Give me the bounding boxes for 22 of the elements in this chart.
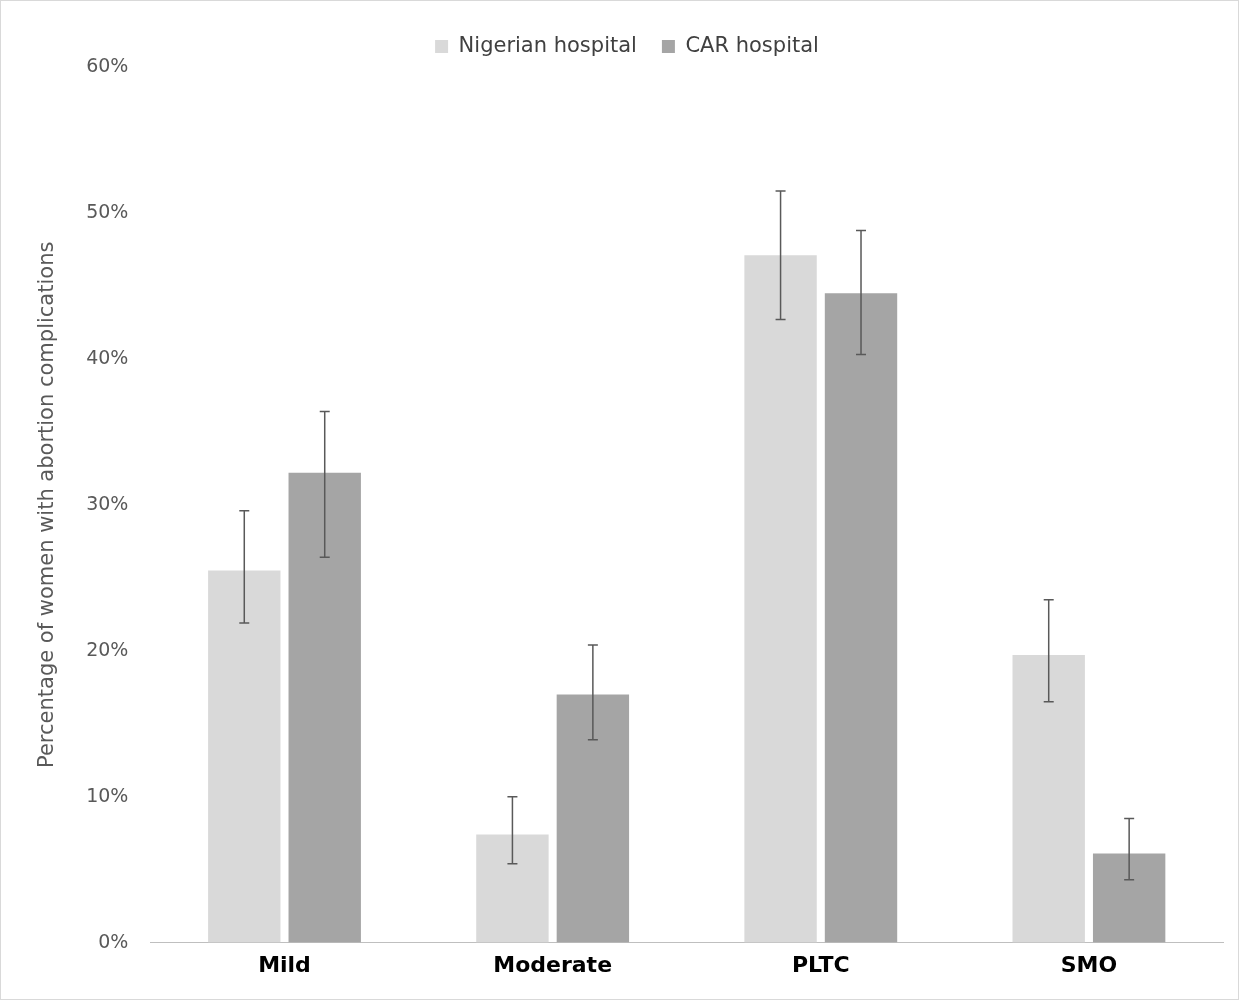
legend-label: CAR hospital <box>685 32 819 57</box>
x-tick-label: SMO <box>1060 951 1118 977</box>
bar <box>476 834 549 943</box>
y-axis-title: Percentage of women with abortion complications <box>34 241 59 768</box>
y-tick-label: 0% <box>98 929 129 952</box>
y-tick-label: 40% <box>86 345 129 368</box>
bar <box>556 694 630 943</box>
bar <box>824 293 898 943</box>
y-tick-label: 60% <box>86 53 129 76</box>
legend-label: Nigerian hospital <box>458 32 637 57</box>
bar <box>208 570 281 943</box>
y-tick-label: 10% <box>86 783 129 806</box>
x-tick-label: Mild <box>258 951 311 977</box>
bar <box>288 472 361 943</box>
y-tick-label: 20% <box>86 637 129 660</box>
x-tick-label: Moderate <box>493 951 613 977</box>
x-tick-label: PLTC <box>791 951 850 977</box>
bar <box>1012 655 1085 943</box>
bar <box>744 255 817 943</box>
y-tick-label: 50% <box>86 199 129 222</box>
bar <box>1092 853 1166 943</box>
y-tick-label: 30% <box>86 491 129 514</box>
